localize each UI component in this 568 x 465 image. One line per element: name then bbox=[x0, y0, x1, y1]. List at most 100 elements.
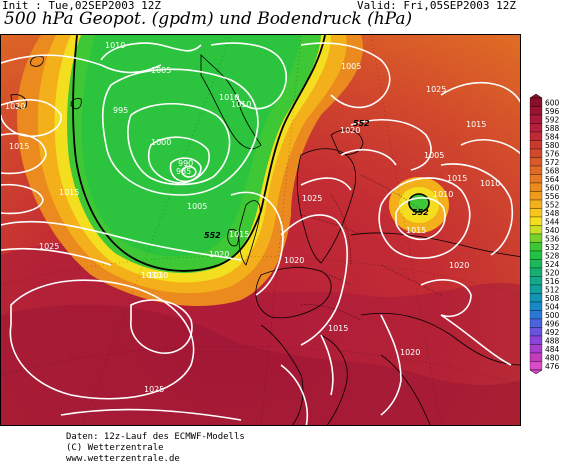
legend-label: 572 bbox=[545, 158, 560, 167]
svg-text:1000: 1000 bbox=[151, 138, 171, 147]
svg-text:1015: 1015 bbox=[9, 142, 29, 151]
svg-text:1015: 1015 bbox=[328, 324, 348, 333]
legend-swatch bbox=[529, 123, 543, 133]
footer-data-source: Daten: 12z-Lauf des ECMWF-Modells bbox=[66, 432, 245, 442]
legend-swatch bbox=[529, 259, 543, 269]
svg-text:1005: 1005 bbox=[151, 66, 171, 75]
isobars bbox=[1, 42, 520, 425]
latlon-grid bbox=[1, 35, 520, 425]
geopotential-labels: 552 552 552 548 bbox=[204, 119, 429, 240]
legend-label: 508 bbox=[545, 294, 560, 303]
legend-swatch bbox=[529, 242, 543, 252]
legend-swatch bbox=[529, 233, 543, 243]
legend-swatch bbox=[529, 148, 543, 158]
legend-label: 500 bbox=[545, 311, 560, 320]
legend-label: 536 bbox=[545, 235, 560, 244]
legend-swatch bbox=[529, 165, 543, 175]
legend-swatch bbox=[529, 344, 543, 354]
legend-label: 492 bbox=[545, 328, 560, 337]
svg-text:1010: 1010 bbox=[433, 190, 453, 199]
color-legend: 600 596 592 588 584 580 576 572 568 564 560 556 552 5… bbox=[528, 93, 568, 375]
legend-label: 548 bbox=[545, 209, 560, 218]
legend-label: 592 bbox=[545, 116, 560, 125]
legend-swatch bbox=[529, 225, 543, 235]
svg-text:1025: 1025 bbox=[426, 85, 446, 94]
svg-text:1015: 1015 bbox=[406, 226, 426, 235]
legend-swatch bbox=[529, 191, 543, 201]
legend-label: 584 bbox=[545, 133, 560, 142]
legend-swatch bbox=[529, 182, 543, 192]
legend-swatch bbox=[529, 216, 543, 226]
svg-text:1010: 1010 bbox=[231, 100, 251, 109]
svg-text:1010: 1010 bbox=[105, 41, 125, 50]
legend-swatch bbox=[529, 284, 543, 294]
legend-swatch bbox=[529, 97, 543, 107]
borders bbox=[290, 174, 442, 321]
svg-text:1015: 1015 bbox=[466, 120, 486, 129]
svg-text:1020: 1020 bbox=[340, 126, 360, 135]
svg-text:1015: 1015 bbox=[447, 174, 467, 183]
legend-swatch bbox=[529, 301, 543, 311]
legend-swatch bbox=[529, 157, 543, 167]
svg-text:1030: 1030 bbox=[148, 271, 168, 280]
svg-text:1005: 1005 bbox=[341, 62, 361, 71]
svg-text:1020: 1020 bbox=[5, 102, 25, 111]
legend-label: 560 bbox=[545, 184, 560, 193]
svg-text:1030: 1030 bbox=[141, 271, 161, 280]
legend-label: 544 bbox=[545, 218, 560, 227]
footer-website: www.wetterzentrale.de bbox=[66, 454, 180, 464]
svg-text:1010: 1010 bbox=[219, 93, 239, 102]
legend-swatch bbox=[529, 208, 543, 218]
legend-label: 484 bbox=[545, 345, 560, 354]
legend-label: 524 bbox=[545, 260, 560, 269]
legend-swatch bbox=[529, 267, 543, 277]
legend-arrow-top bbox=[529, 93, 543, 99]
svg-text:1025: 1025 bbox=[39, 242, 59, 251]
legend-swatch bbox=[529, 114, 543, 124]
chart-title: 500 hPa Geopot. (gpdm) und Bodendruck (h… bbox=[4, 9, 413, 29]
svg-text:1025: 1025 bbox=[144, 385, 164, 394]
svg-text:1005: 1005 bbox=[424, 151, 444, 160]
legend-label: 520 bbox=[545, 269, 560, 278]
legend-label: 552 bbox=[545, 201, 560, 210]
legend-label: 600 bbox=[545, 99, 560, 108]
legend-label: 488 bbox=[545, 337, 560, 346]
isobar-labels: 1010 1005 1000 995 990 985 1015 1020 102… bbox=[5, 41, 500, 394]
svg-text:1025: 1025 bbox=[302, 194, 322, 203]
legend-label: 496 bbox=[545, 320, 560, 329]
contour-552 bbox=[72, 35, 326, 272]
legend-swatch bbox=[529, 335, 543, 345]
legend-swatch bbox=[529, 140, 543, 150]
legend-swatch bbox=[529, 352, 543, 362]
legend-swatch bbox=[529, 131, 543, 141]
legend-swatch bbox=[529, 276, 543, 286]
legend-label: 568 bbox=[545, 167, 560, 176]
legend-label: 516 bbox=[545, 277, 560, 286]
legend-label: 564 bbox=[545, 175, 560, 184]
legend-swatch bbox=[529, 199, 543, 209]
svg-text:990: 990 bbox=[178, 159, 193, 168]
svg-text:1005: 1005 bbox=[187, 202, 207, 211]
legend-label: 576 bbox=[545, 150, 560, 159]
valid-time-label: Valid: Fri,05SEP2003 12Z bbox=[357, 0, 516, 12]
svg-text:1015: 1015 bbox=[59, 188, 79, 197]
coastlines bbox=[10, 54, 520, 425]
svg-text:1020: 1020 bbox=[449, 261, 469, 270]
legend-label: 540 bbox=[545, 226, 560, 235]
svg-text:995: 995 bbox=[113, 106, 128, 115]
legend-label: 504 bbox=[545, 303, 560, 312]
legend-label: 528 bbox=[545, 252, 560, 261]
legend-swatch bbox=[529, 327, 543, 337]
svg-text:1015: 1015 bbox=[229, 230, 249, 239]
legend-swatch bbox=[529, 106, 543, 116]
legend-label: 588 bbox=[545, 124, 560, 133]
svg-text:1010: 1010 bbox=[480, 179, 500, 188]
legend-swatch bbox=[529, 293, 543, 303]
svg-text:552: 552 bbox=[204, 231, 221, 240]
svg-text:552: 552 bbox=[412, 208, 429, 217]
legend-label: 580 bbox=[545, 141, 560, 150]
legend-swatch bbox=[529, 250, 543, 260]
svg-text:1020: 1020 bbox=[284, 256, 304, 265]
legend-swatch bbox=[529, 310, 543, 320]
svg-text:1020: 1020 bbox=[209, 250, 229, 259]
